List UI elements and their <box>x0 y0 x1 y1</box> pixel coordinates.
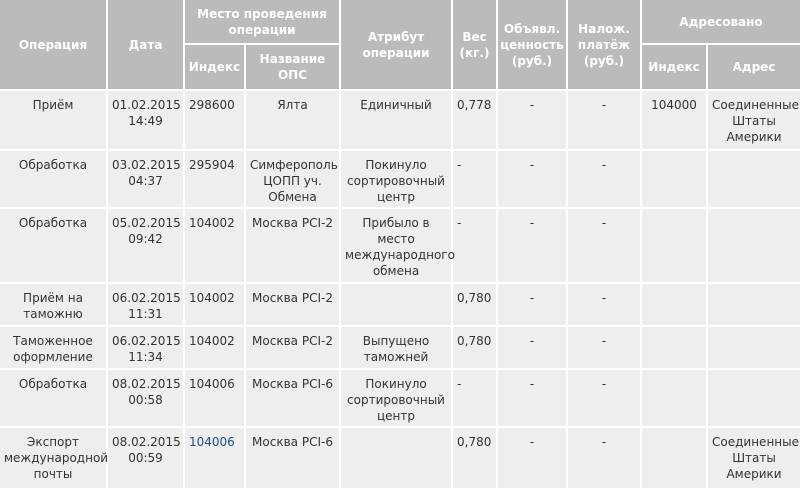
addr-index-cell <box>641 427 709 490</box>
date-cell: 06.02.2015 11:31 <box>107 283 185 327</box>
cod-cell: - <box>567 208 643 284</box>
attribute-cell: Покинуло сортировочный центр <box>340 369 454 428</box>
operation-cell: Обработка <box>0 150 108 209</box>
header-ops-name: Название ОПС <box>245 44 342 91</box>
header-weight: Вес (кг.) <box>452 0 499 91</box>
weight-cell: 0,780 <box>452 427 499 490</box>
cod-cell: - <box>567 326 643 370</box>
date-cell: 05.02.2015 09:42 <box>107 208 185 284</box>
date-cell: 03.02.2015 04:37 <box>107 150 185 209</box>
date-cell: 08.02.2015 00:58 <box>107 369 185 428</box>
table-row: Таможенное оформление 06.02.2015 11:34 1… <box>0 326 800 370</box>
table-row: Обработка 08.02.2015 00:58 104006 Москва… <box>0 369 800 428</box>
address-cell <box>707 283 800 327</box>
declared-value-cell: - <box>497 208 569 284</box>
header-cod: Налож. платёж (руб.) <box>567 0 643 91</box>
date-cell: 08.02.2015 00:59 <box>107 427 185 490</box>
index-link[interactable]: 104006 <box>184 427 246 490</box>
header-operation: Операция <box>0 0 108 91</box>
weight-cell: - <box>452 208 499 284</box>
declared-value-cell: - <box>497 150 569 209</box>
index-cell: 298600 <box>184 90 246 151</box>
index-cell: 104006 <box>184 369 246 428</box>
header-date: Дата <box>107 0 185 91</box>
header-row-1: Операция Дата Место проведения операции … <box>0 0 800 91</box>
table-row: Обработка 05.02.2015 09:42 104002 Москва… <box>0 208 800 284</box>
cod-cell: - <box>567 150 643 209</box>
attribute-cell <box>340 283 454 327</box>
address-cell <box>707 208 800 284</box>
operation-cell: Таможенное оформление <box>0 326 108 370</box>
address-cell: Соединенные Штаты Америки <box>707 427 800 490</box>
attribute-cell: Выпущено таможней <box>340 326 454 370</box>
table-row: Обработка 03.02.2015 04:37 295904 Симфер… <box>0 150 800 209</box>
addr-index-cell <box>641 208 709 284</box>
declared-value-cell: - <box>497 283 569 327</box>
addr-index-cell <box>641 326 709 370</box>
ops-name-cell: Москва PCI-2 <box>245 283 342 327</box>
ops-name-cell: Москва PCI-2 <box>245 208 342 284</box>
operation-cell: Приём <box>0 90 108 151</box>
table-row: Приём на таможню 06.02.2015 11:31 104002… <box>0 283 800 327</box>
address-cell <box>707 150 800 209</box>
operation-cell: Обработка <box>0 208 108 284</box>
address-cell: Соединенные Штаты Америки <box>707 90 800 151</box>
addr-index-cell <box>641 150 709 209</box>
header-row-2: Индекс Название ОПС Индекс Адрес <box>0 44 800 91</box>
index-cell: 104002 <box>184 283 246 327</box>
weight-cell: - <box>452 369 499 428</box>
cod-cell: - <box>567 283 643 327</box>
table-row: Экспорт международной почты 08.02.2015 0… <box>0 427 800 490</box>
attribute-cell: Прибыло в место международного обмена <box>340 208 455 284</box>
ops-name-cell: Москва PCI-2 <box>245 326 342 370</box>
attribute-cell: Покинуло сортировочный центр <box>340 150 454 209</box>
addr-index-cell <box>641 283 709 327</box>
cod-cell: - <box>567 427 643 490</box>
attribute-cell <box>340 427 454 490</box>
header-index: Индекс <box>184 44 246 91</box>
declared-value-cell: - <box>497 90 569 151</box>
cod-cell: - <box>567 90 643 151</box>
header-addr-index: Индекс <box>641 44 709 91</box>
ops-name-cell: Ялта <box>245 90 342 151</box>
declared-value-cell: - <box>497 369 569 428</box>
operation-cell: Экспорт международной почты <box>0 427 108 490</box>
weight-cell: - <box>452 150 499 209</box>
operation-cell: Обработка <box>0 369 108 428</box>
addr-index-cell <box>641 369 709 428</box>
weight-cell: 0,780 <box>452 326 499 370</box>
header-addressed: Адресовано <box>641 0 800 45</box>
address-cell <box>707 369 800 428</box>
date-cell: 06.02.2015 11:34 <box>107 326 185 370</box>
operation-cell: Приём на таможню <box>0 283 108 327</box>
addr-index-cell: 104000 <box>641 90 709 151</box>
attribute-cell: Единичный <box>340 90 454 151</box>
header-attribute: Атрибут операции <box>340 0 454 91</box>
date-cell: 01.02.2015 14:49 <box>107 90 185 151</box>
header-address: Адрес <box>707 44 800 91</box>
declared-value-cell: - <box>497 326 569 370</box>
ops-name-cell: Москва PCI-6 <box>245 369 342 428</box>
ops-name-cell: Москва PCI-6 <box>245 427 342 490</box>
table-row: Приём 01.02.2015 14:49 298600 Ялта Едини… <box>0 90 800 151</box>
weight-cell: 0,778 <box>452 90 499 151</box>
ops-name-cell: Симферополь ЦОПП уч. Обмена <box>245 150 342 209</box>
index-link-text[interactable]: 104006 <box>189 435 235 449</box>
cod-cell: - <box>567 369 643 428</box>
declared-value-cell: - <box>497 427 569 490</box>
index-cell: 295904 <box>184 150 246 209</box>
address-cell <box>707 326 800 370</box>
index-cell: 104002 <box>184 208 246 284</box>
header-declared-value: Объявл. ценность (руб.) <box>497 0 569 91</box>
index-cell: 104002 <box>184 326 246 370</box>
header-place: Место проведения операции <box>184 0 342 45</box>
weight-cell: 0,780 <box>452 283 499 327</box>
